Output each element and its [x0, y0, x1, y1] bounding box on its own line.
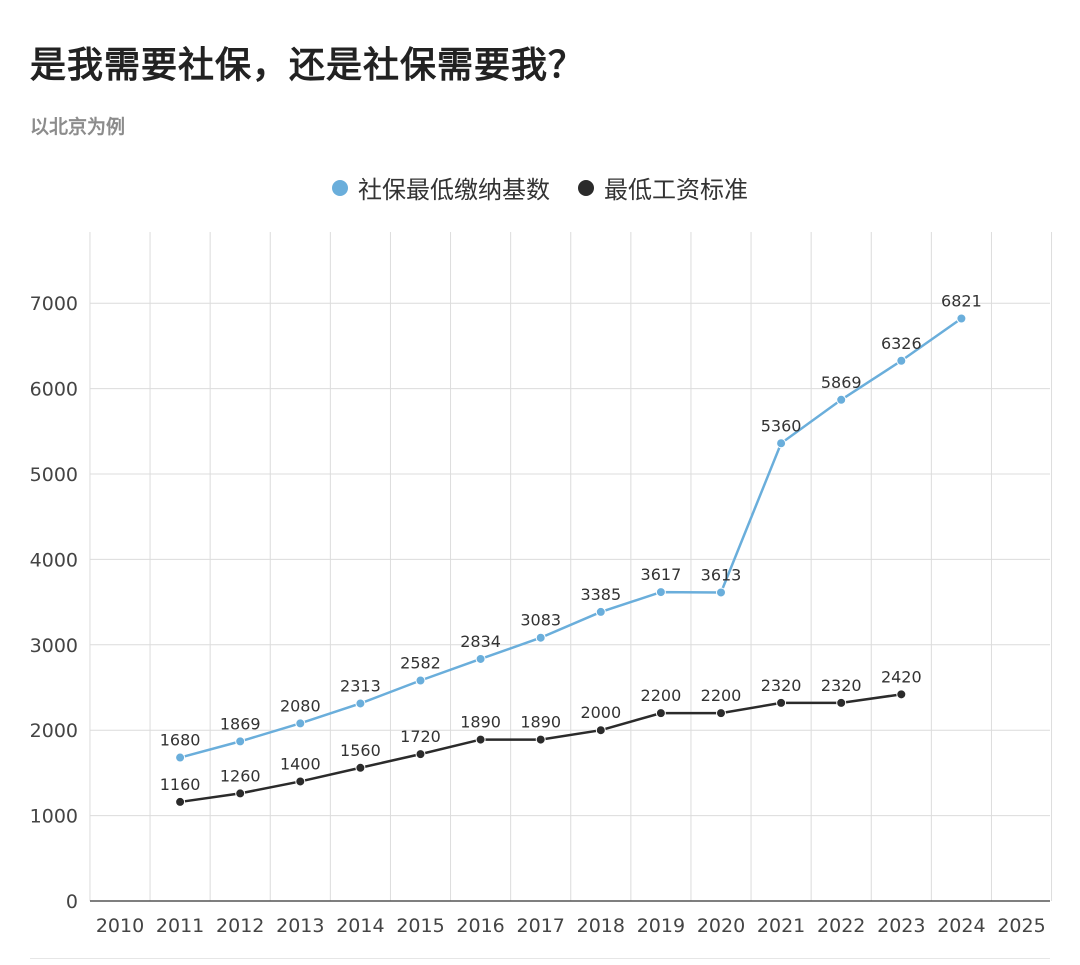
data-label: 3385 — [580, 585, 621, 604]
x-tick-label: 2018 — [577, 915, 625, 937]
data-label: 6821 — [941, 291, 982, 310]
data-point — [956, 313, 967, 324]
data-label: 2200 — [701, 686, 742, 705]
data-point — [295, 776, 306, 787]
data-point — [776, 697, 787, 708]
x-tick-label: 2022 — [817, 915, 865, 937]
y-tick-label: 7000 — [30, 293, 78, 315]
page-title: 是我需要社保，还是社保需要我？ — [30, 45, 586, 86]
data-point — [836, 697, 847, 708]
data-point — [896, 355, 907, 366]
x-tick-label: 2017 — [517, 915, 565, 937]
x-tick-label: 2020 — [697, 915, 745, 937]
data-point — [896, 689, 907, 700]
data-point — [595, 725, 606, 736]
x-tick-label: 2015 — [396, 915, 444, 937]
data-label: 1160 — [160, 775, 201, 794]
y-tick-label: 2000 — [30, 720, 78, 742]
data-point — [355, 698, 366, 709]
data-point — [475, 653, 486, 664]
data-label: 3083 — [520, 611, 561, 630]
data-point — [655, 587, 666, 598]
data-label: 2320 — [761, 676, 802, 695]
data-point — [355, 762, 366, 773]
data-point — [235, 736, 246, 747]
data-label: 1720 — [400, 727, 441, 746]
legend-item-min-wage[interactable]: 最低工资标准 — [578, 170, 748, 205]
data-point — [716, 708, 726, 719]
data-label: 1260 — [220, 766, 261, 785]
data-point — [535, 734, 546, 745]
bottom-divider — [30, 958, 1050, 959]
legend-item-social-insurance[interactable]: 社保最低缴纳基数 — [332, 170, 550, 205]
data-label: 5869 — [821, 373, 862, 392]
y-tick-label: 1000 — [30, 806, 78, 828]
data-label: 1890 — [520, 713, 561, 732]
data-label: 2080 — [280, 696, 321, 715]
data-label: 1890 — [460, 713, 501, 732]
x-tick-label: 2021 — [757, 915, 805, 937]
data-point — [595, 606, 606, 617]
y-tick-label: 6000 — [30, 379, 78, 401]
legend-label: 最低工资标准 — [604, 176, 748, 204]
y-tick-label: 0 — [66, 891, 78, 913]
data-label: 1869 — [220, 714, 261, 733]
legend-dot-icon — [332, 179, 348, 196]
data-point — [475, 734, 486, 745]
x-tick-label: 2019 — [637, 915, 685, 937]
x-tick-label: 2010 — [96, 915, 144, 937]
y-tick-label: 3000 — [30, 635, 78, 657]
x-tick-label: 2016 — [456, 915, 504, 937]
data-label: 2420 — [881, 667, 922, 686]
x-tick-label: 2024 — [937, 915, 985, 937]
data-point — [175, 752, 186, 763]
x-tick-label: 2011 — [156, 915, 204, 937]
data-label: 2200 — [641, 686, 682, 705]
data-label: 5360 — [761, 416, 802, 435]
page-subtitle: 以北京为例 — [30, 116, 126, 138]
data-point — [836, 394, 847, 405]
data-label: 2320 — [821, 676, 862, 695]
x-tick-label: 2025 — [997, 915, 1045, 937]
x-tick-label: 2013 — [276, 915, 324, 937]
y-tick-label: 4000 — [30, 549, 78, 571]
data-label: 2000 — [580, 703, 621, 722]
data-label: 2313 — [340, 676, 381, 695]
y-tick-label: 5000 — [30, 464, 78, 486]
data-point — [716, 587, 726, 598]
data-point — [415, 749, 426, 760]
data-point — [295, 718, 306, 729]
data-label: 2582 — [400, 653, 441, 672]
data-point — [175, 796, 186, 807]
chart-legend: 社保最低缴纳基数 最低工资标准 — [0, 170, 1080, 205]
data-label: 1400 — [280, 754, 321, 773]
legend-label: 社保最低缴纳基数 — [358, 176, 550, 204]
x-tick-label: 2014 — [336, 915, 384, 937]
legend-dot-icon — [578, 179, 594, 196]
data-point — [655, 708, 666, 719]
data-label: 1680 — [160, 731, 201, 750]
data-label: 3613 — [701, 565, 742, 584]
data-point — [415, 675, 426, 686]
data-label: 1560 — [340, 741, 381, 760]
data-label: 2834 — [460, 632, 501, 651]
data-point — [235, 788, 246, 799]
series-line — [179, 317, 963, 759]
x-tick-label: 2012 — [216, 915, 264, 937]
data-point — [776, 438, 787, 449]
data-label: 6326 — [881, 334, 922, 353]
data-label: 3617 — [641, 565, 682, 584]
x-tick-label: 2023 — [877, 915, 925, 937]
data-point — [535, 632, 546, 643]
